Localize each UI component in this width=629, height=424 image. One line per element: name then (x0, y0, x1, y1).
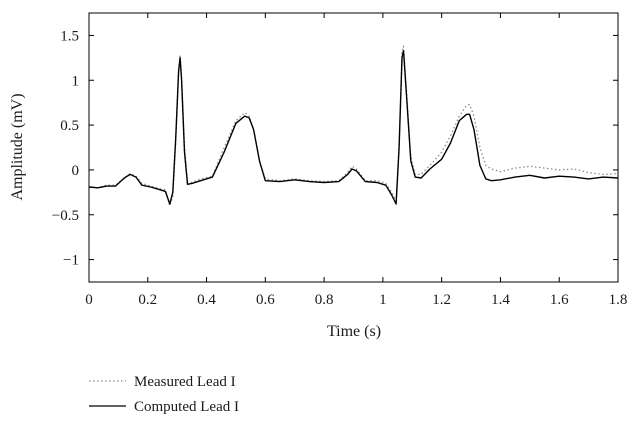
x-tick-label: 1 (379, 292, 387, 308)
x-tick-label: 0.4 (197, 292, 216, 308)
plot-area-frame (88, 12, 619, 283)
x-tick-label: 0.2 (138, 292, 157, 308)
series-line-computed (88, 50, 619, 205)
legend-label-computed: Computed Lead I (134, 399, 239, 415)
y-tick-label: 1.5 (60, 28, 79, 44)
y-tick-label: 1 (72, 73, 80, 89)
x-tick-label: 1.2 (432, 292, 451, 308)
x-tick-label: 1.4 (491, 292, 510, 308)
x-axis-title: Time (s) (327, 323, 381, 340)
x-tick-label: 1.8 (609, 292, 628, 308)
y-tick-label: 0.5 (60, 118, 79, 134)
y-tick-label: −1 (63, 253, 79, 269)
legend: Measured Lead I Computed Lead I (89, 374, 239, 415)
x-tick-label: 0.6 (256, 292, 275, 308)
x-tick-label: 0.8 (315, 292, 334, 308)
y-tick-label: 0 (72, 163, 80, 179)
y-axis-title: Amplitude (mV) (9, 93, 26, 200)
legend-label-measured: Measured Lead I (134, 374, 236, 390)
y-tick-label: −0.5 (52, 208, 79, 224)
x-tick-label: 0 (85, 292, 93, 308)
series-line-measured (88, 45, 619, 207)
x-tick-label: 1.6 (550, 292, 569, 308)
